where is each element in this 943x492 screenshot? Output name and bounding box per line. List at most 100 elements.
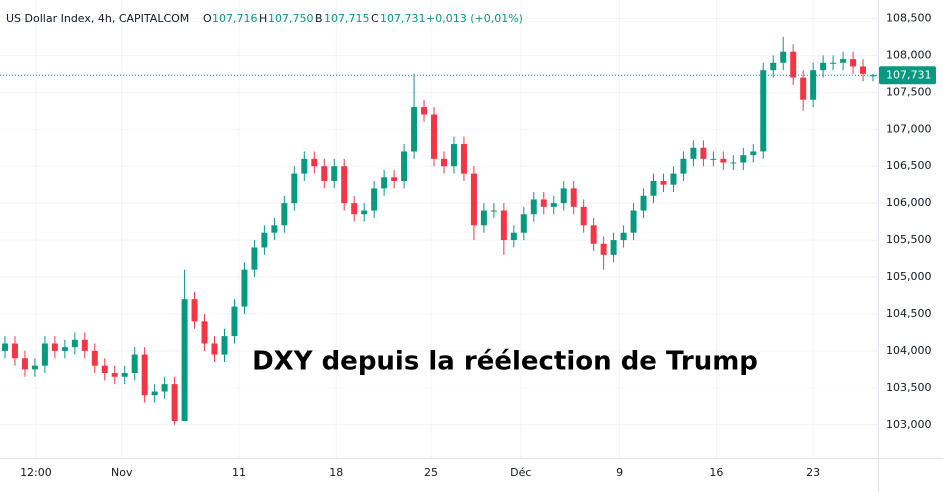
symbol: US Dollar Index, 4h, CAPITALCOM bbox=[6, 12, 189, 25]
candle-body bbox=[730, 162, 737, 164]
candle-body bbox=[550, 203, 557, 207]
candle-body bbox=[251, 247, 258, 270]
candle-body bbox=[21, 358, 28, 370]
candle-body bbox=[750, 151, 757, 156]
candle-body bbox=[61, 347, 68, 351]
y-tick-label: 108,500 bbox=[886, 11, 932, 24]
candle-body bbox=[640, 195, 647, 211]
candle-body bbox=[800, 77, 807, 100]
candle-body bbox=[411, 107, 418, 152]
candle-body bbox=[41, 343, 48, 366]
candle-body bbox=[191, 299, 198, 322]
candle-body bbox=[630, 210, 637, 233]
last-price-tag bbox=[879, 66, 936, 85]
candle-body bbox=[331, 166, 338, 181]
candle-body bbox=[670, 173, 677, 185]
x-tick-label: 25 bbox=[424, 466, 438, 479]
candle-body bbox=[740, 155, 747, 163]
candle-body bbox=[460, 144, 467, 174]
candles bbox=[0, 36, 878, 425]
candle-body bbox=[560, 188, 567, 204]
candle-body bbox=[431, 114, 438, 159]
candle-body bbox=[181, 299, 188, 422]
candle-body bbox=[211, 343, 218, 355]
candle-body bbox=[371, 188, 378, 211]
candle-body bbox=[820, 62, 827, 71]
candle-body bbox=[840, 59, 847, 63]
candle-body bbox=[421, 107, 428, 115]
x-tick-label: 16 bbox=[709, 466, 723, 479]
candle-body bbox=[341, 166, 348, 204]
candle-body bbox=[700, 147, 707, 159]
candle-body bbox=[860, 66, 867, 74]
candle-body bbox=[540, 199, 547, 207]
y-tick-label: 105,500 bbox=[886, 233, 932, 246]
annotation: DXY depuis la réélection de Trump bbox=[252, 347, 758, 377]
x-tick-label: 9 bbox=[616, 466, 623, 479]
candle-body bbox=[530, 199, 537, 215]
candle-body bbox=[720, 158, 727, 163]
candle-body bbox=[650, 180, 657, 196]
candle-body bbox=[111, 373, 118, 377]
c-value: 107,731 bbox=[380, 12, 426, 25]
axes: 103,000 103,500 104,000 104,500 105,000 105,5… bbox=[20, 11, 936, 479]
candle-body bbox=[261, 232, 268, 248]
b-value: 107,715 bbox=[324, 12, 370, 25]
candle-body bbox=[620, 232, 627, 241]
y-tick-label: 106,500 bbox=[886, 159, 932, 172]
candle-body bbox=[760, 70, 767, 152]
candle-body bbox=[291, 173, 298, 204]
candle-body bbox=[401, 151, 408, 181]
candle-body bbox=[770, 62, 777, 71]
o-value: 107,716 bbox=[212, 12, 258, 25]
candle-body bbox=[780, 51, 787, 63]
candle-body bbox=[660, 180, 667, 185]
candle-body bbox=[450, 144, 457, 167]
candle-body bbox=[201, 321, 208, 344]
candle-body bbox=[680, 158, 687, 174]
candle-body bbox=[141, 354, 148, 396]
candle-body bbox=[710, 158, 717, 160]
candle-body bbox=[570, 188, 577, 207]
candle-body bbox=[870, 75, 877, 77]
candle-body bbox=[361, 210, 368, 215]
candle-body bbox=[301, 158, 308, 174]
candle-body bbox=[500, 210, 507, 241]
c-label: C bbox=[371, 12, 379, 25]
x-tick-label: 12:00 bbox=[20, 466, 52, 479]
candle-body bbox=[221, 336, 228, 355]
h-value: 107,750 bbox=[268, 12, 314, 25]
candle-body bbox=[790, 51, 797, 78]
candle-body bbox=[490, 210, 497, 212]
candle-body bbox=[321, 166, 328, 181]
candle-body bbox=[271, 225, 278, 233]
candle-body bbox=[580, 206, 587, 226]
candle-body bbox=[241, 269, 248, 307]
candle-body bbox=[381, 177, 388, 189]
candle-body bbox=[690, 147, 697, 159]
candle-body bbox=[31, 365, 38, 370]
y-tick-label: 108,000 bbox=[886, 48, 932, 61]
y-tick-label: 106,000 bbox=[886, 196, 932, 209]
candle-body bbox=[520, 214, 527, 233]
candle-body bbox=[470, 173, 477, 226]
candle-body bbox=[600, 243, 607, 255]
y-tick-label: 105,000 bbox=[886, 270, 932, 283]
candle-body bbox=[11, 343, 18, 359]
y-tick-label: 107,500 bbox=[886, 85, 932, 98]
b-label: B bbox=[315, 12, 323, 25]
candle-body bbox=[161, 384, 168, 392]
last-price-label: 107,731 bbox=[886, 68, 932, 81]
candle-body bbox=[151, 391, 158, 396]
x-tick-label: Déc bbox=[510, 466, 531, 479]
candle-body bbox=[51, 343, 58, 351]
candle-body bbox=[830, 62, 837, 64]
change: +0,013 (+0,01%) bbox=[426, 12, 523, 25]
candle-body bbox=[91, 350, 98, 366]
candle-body bbox=[810, 70, 817, 100]
o-label: O bbox=[203, 12, 212, 25]
candle-body bbox=[171, 384, 178, 422]
candle-body bbox=[281, 203, 288, 226]
